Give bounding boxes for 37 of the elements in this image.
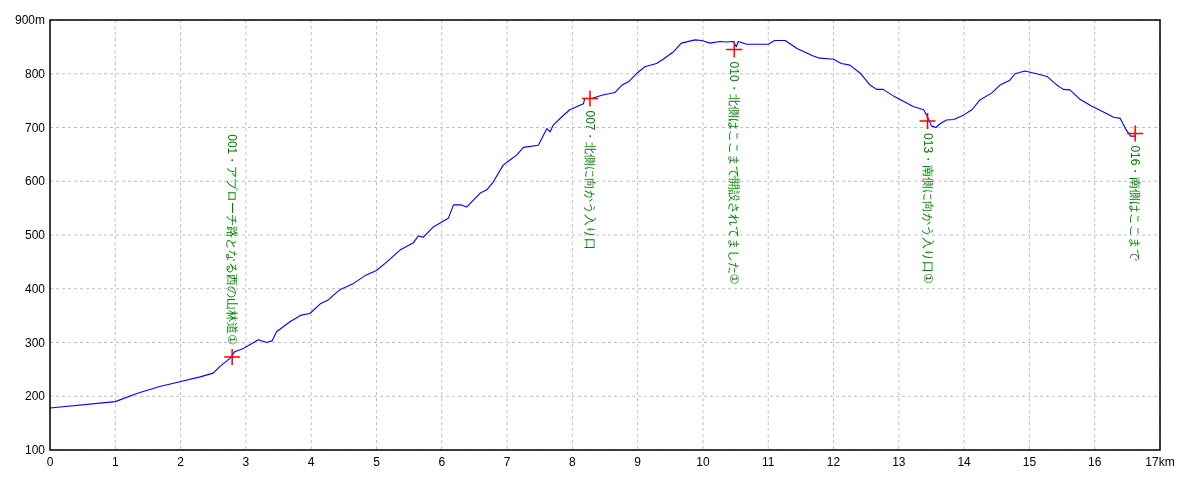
x-tick-label: 11 xyxy=(762,455,775,469)
x-tick-label: 7 xyxy=(503,455,511,469)
y-tick-label: 800 xyxy=(24,66,46,81)
y-tick-label: 400 xyxy=(24,281,46,296)
y-tick-label: 900m xyxy=(14,13,45,27)
annotation: 007・北側に向かう入り口 xyxy=(583,110,597,251)
annotation: 010・北側はここまで開設されてました① xyxy=(727,61,742,285)
point xyxy=(725,40,744,59)
x-tick-label: 15 xyxy=(1022,455,1037,469)
x-tick-label: 8 xyxy=(569,455,577,469)
point xyxy=(1126,124,1144,143)
x-tick-label: 2 xyxy=(177,455,185,469)
y-tick-label: 100 xyxy=(24,443,46,457)
x-tick-label: 4 xyxy=(307,455,315,469)
point xyxy=(223,348,241,366)
x-tick-label: 12 xyxy=(826,455,841,469)
x-tick-label: 0 xyxy=(46,455,54,469)
y-tick-label: 500 xyxy=(24,228,46,242)
y-tick-label: 300 xyxy=(24,335,46,350)
x-tick-label: 6 xyxy=(438,455,446,469)
y-tick-label: 600 xyxy=(24,174,46,189)
x-tick-label: 9 xyxy=(634,455,642,469)
annotation: 013・南側に向かう入り口① xyxy=(920,133,935,284)
y-tick-label: 200 xyxy=(24,389,46,404)
x-tick-label: 1 xyxy=(111,455,119,469)
x-tick-label: 16 xyxy=(1088,455,1102,469)
point xyxy=(918,112,937,130)
y-tick-label: 700 xyxy=(24,120,46,135)
x-tick-label: 13 xyxy=(892,455,906,469)
x-tick-label: 14 xyxy=(957,455,972,469)
annotation: 016・南側はここまで xyxy=(1128,145,1143,262)
annotation: 001・アプローチ路となる西の山林道① xyxy=(225,134,240,345)
x-tick-label: 3 xyxy=(242,455,250,469)
x-tick-label: 10 xyxy=(696,455,710,469)
x-tick-label: 17km xyxy=(1145,455,1175,469)
x-tick-label: 5 xyxy=(373,455,381,469)
point xyxy=(581,89,599,108)
